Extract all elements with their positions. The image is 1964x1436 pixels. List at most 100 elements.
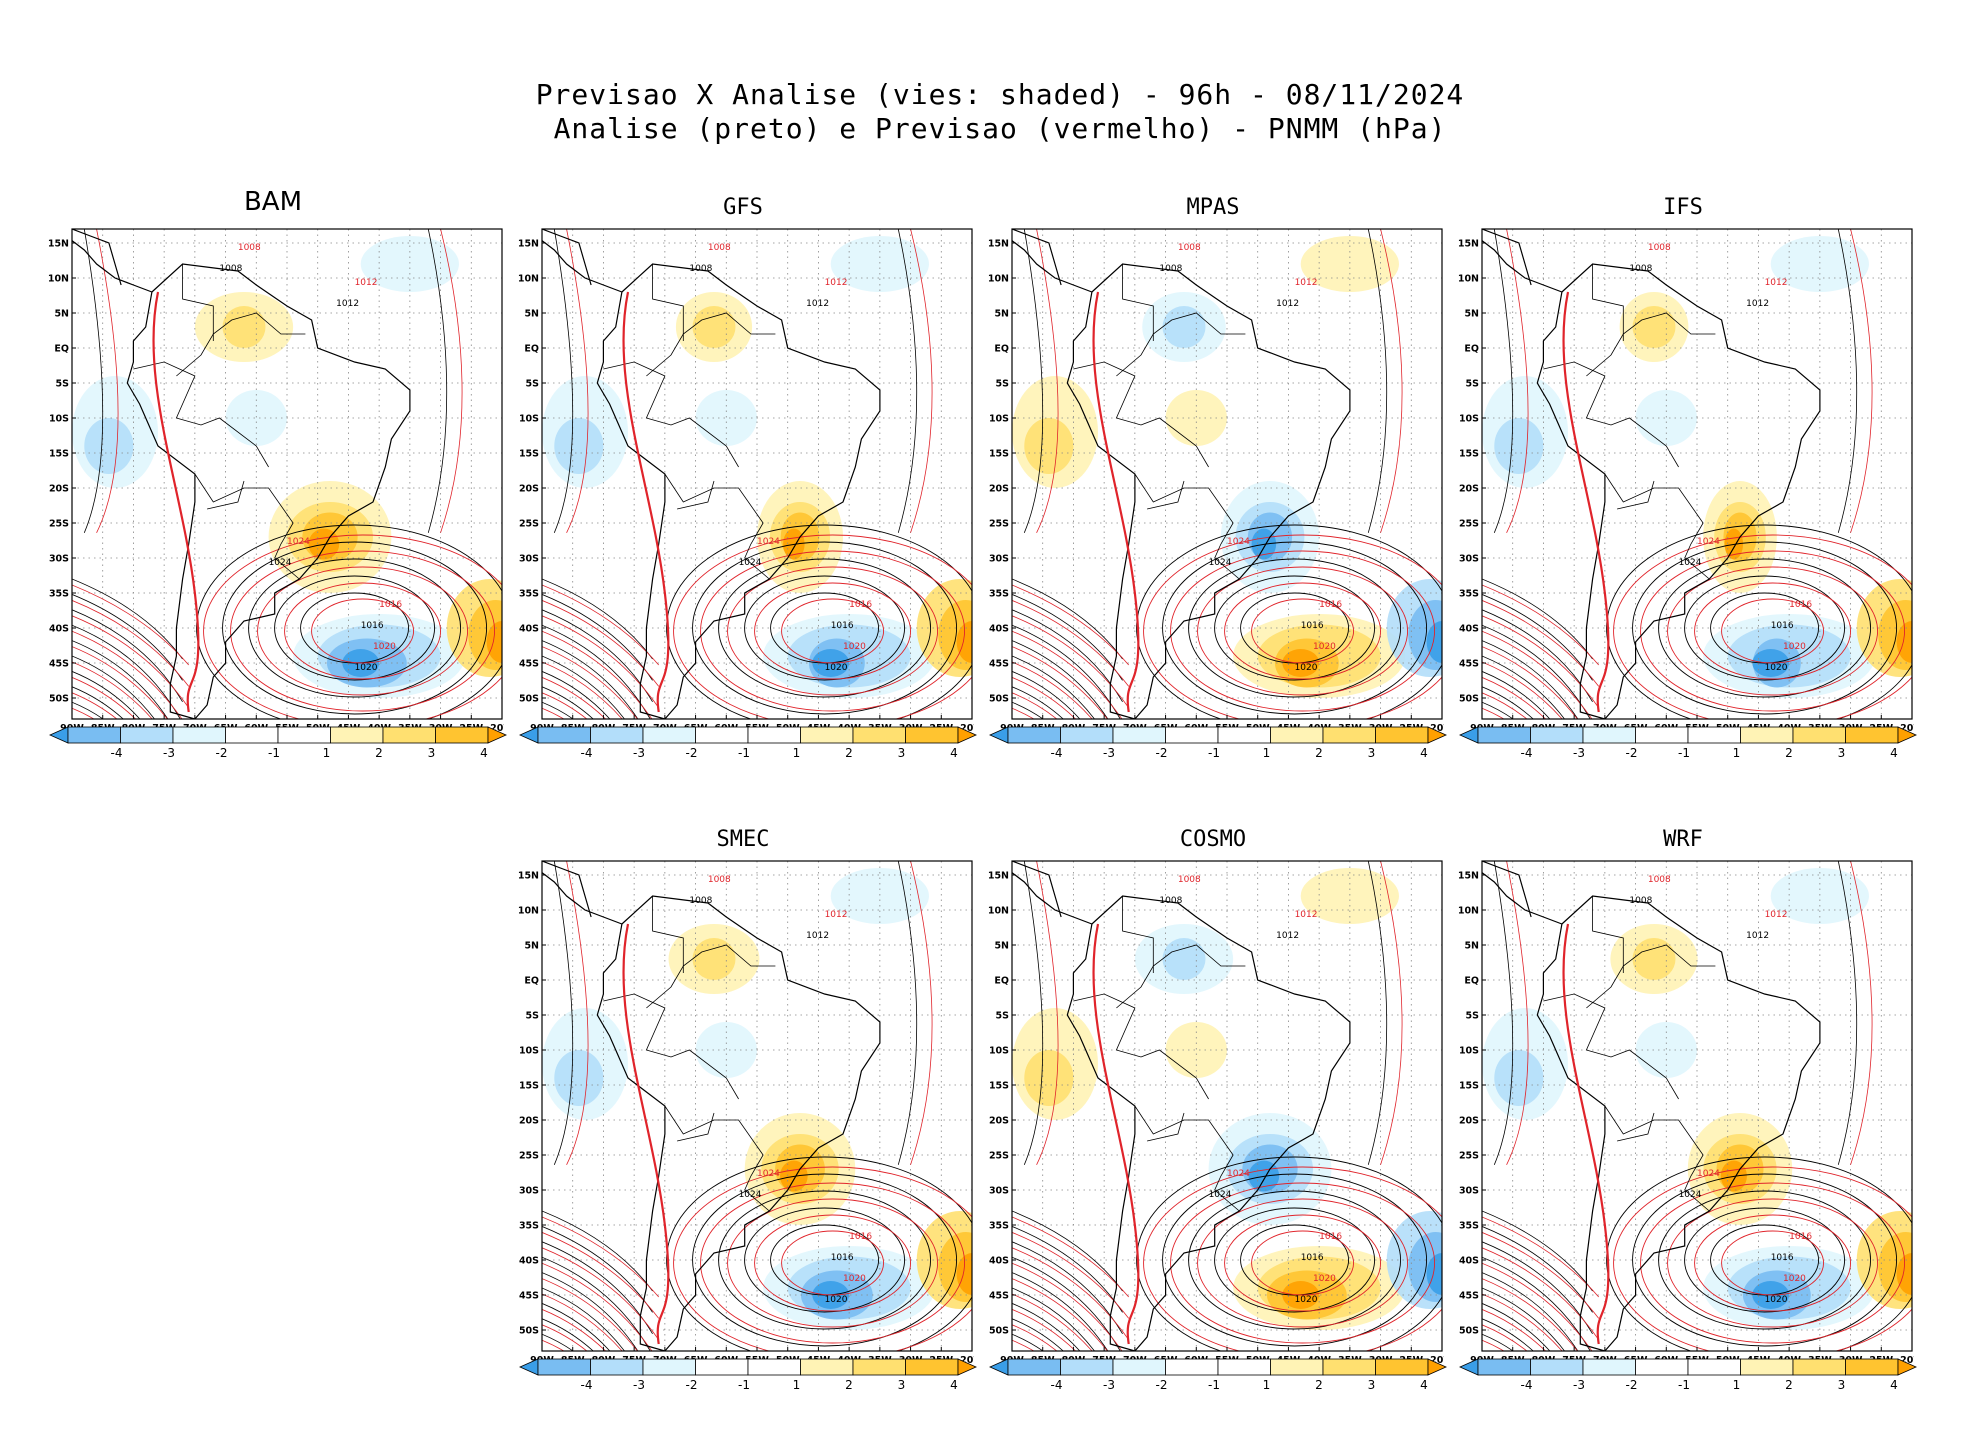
colorbar-tick-label: -3: [633, 1378, 645, 1391]
colorbar-swatch: [1740, 726, 1794, 744]
panel-title: COSMO: [1179, 827, 1247, 852]
colorbar-tick-label: 2: [1785, 1378, 1793, 1391]
isobar-label: 1024: [1697, 537, 1720, 547]
colorbar-tick-label: 1: [1733, 1378, 1741, 1391]
colorbar-swatch: [1060, 1358, 1114, 1376]
lon-label: 20W: [1900, 723, 1914, 734]
isobar-label: 1008: [238, 243, 261, 253]
lon-label: 20W: [1900, 1355, 1914, 1366]
isobar-label: 1008: [1629, 264, 1652, 274]
lat-label: 45S: [989, 659, 1009, 670]
map-container: 1008 1008 1012 1012 1016 1016 1020 1020 1024 1024…: [1448, 859, 1914, 1369]
colorbar-swatch: [905, 726, 959, 744]
lat-label: 45S: [1459, 1291, 1479, 1302]
lat-label: 15N: [518, 871, 539, 882]
lat-label: 10S: [1459, 1046, 1479, 1057]
colorbar-swatch: [1582, 726, 1636, 744]
colorbar-tick-label: 2: [845, 746, 853, 759]
panel-title: BAM: [243, 187, 303, 217]
lat-label: 10N: [518, 274, 539, 285]
lat-label: 15N: [518, 239, 539, 250]
map-container: 1008 1008 1012 1012 1016 1016 1020 1020 1024 1024…: [38, 227, 504, 737]
isobar-label: 1008: [1629, 896, 1652, 906]
isobar-label: 1008: [1648, 875, 1671, 885]
colorbar-tick-label: 4: [1420, 1378, 1428, 1391]
lat-label: 25S: [49, 519, 69, 530]
panel-cosmo: COSMO 1008 1008 1012 1012 1016 1016 1020 1020 102…: [978, 827, 1448, 1407]
figure-title: Previsao X Analise (vies: shaded) - 96h …: [535, 78, 1465, 111]
lat-label: 10S: [989, 414, 1009, 425]
isobar-label: 1020: [1765, 663, 1788, 673]
colorbar-swatch: [695, 726, 749, 744]
colorbar-tick-label: 3: [898, 746, 906, 759]
lat-label: 35S: [989, 1221, 1009, 1232]
panel-bam: BAM 1008 1008 1012 1012 1016 1016 1020 1020 1024 1…: [38, 187, 508, 775]
colorbar-arrow-low: [519, 726, 539, 744]
isobar-label: 1016: [849, 1232, 872, 1242]
isobar-label: 1012: [336, 299, 359, 309]
isobar-label: 1024: [1227, 537, 1250, 547]
isobar-label: 1020: [355, 663, 378, 673]
colorbar-swatch: [1375, 1358, 1429, 1376]
isobar-label: 1012: [355, 278, 378, 288]
colorbar-swatch: [1792, 1358, 1846, 1376]
isobar-label: 1020: [1783, 642, 1806, 652]
lat-label: 25S: [519, 519, 539, 530]
colorbar-tick-label: 2: [375, 746, 383, 759]
colorbar-swatch: [1740, 1358, 1794, 1376]
colorbar-tick-label: -3: [1103, 1378, 1115, 1391]
isobar-label: 1024: [757, 537, 780, 547]
map-wrf: 1008 1008 1012 1012 1016 1016 1020 1020 1024 1024…: [1458, 860, 1914, 1366]
colorbar-arrow-low: [989, 1358, 1009, 1376]
isobar-label: 1024: [1209, 558, 1232, 568]
colorbar-tick-label: 3: [1368, 746, 1376, 759]
lat-label: EQ: [524, 344, 539, 355]
colorbar-arrow-low: [1459, 726, 1479, 744]
isobar-label: 1024: [287, 537, 310, 547]
colorbar-tick-label: 1: [793, 1378, 801, 1391]
lat-label: 35S: [989, 589, 1009, 600]
colorbar-swatch: [120, 726, 174, 744]
colorbar-tick-label: -4: [111, 746, 123, 759]
colorbar-tick-label: 4: [950, 1378, 958, 1391]
colorbar-tick-label: -1: [1208, 1378, 1220, 1391]
isobar-label: 1012: [825, 910, 848, 920]
lat-label: 15S: [1459, 449, 1479, 460]
lat-label: 15N: [48, 239, 69, 250]
lat-label: 35S: [49, 589, 69, 600]
lat-label: 10N: [48, 274, 69, 285]
isobar-label: 1020: [843, 1274, 866, 1284]
colorbar-swatch: [800, 1358, 854, 1376]
isobar-label: 1008: [1178, 243, 1201, 253]
lat-label: 30S: [519, 554, 539, 565]
isobar-label: 1016: [361, 621, 384, 631]
colorbar-tick-label: 4: [950, 746, 958, 759]
lat-label: 15N: [988, 871, 1009, 882]
isobar-label: 1016: [1771, 1253, 1794, 1263]
isobar-label: 1012: [1276, 931, 1299, 941]
colorbar-arrow-low: [49, 726, 69, 744]
lat-label: 20S: [1459, 484, 1479, 495]
lon-label: 20W: [1430, 723, 1444, 734]
lat-label: 20S: [989, 1116, 1009, 1127]
colorbar-swatch: [695, 1358, 749, 1376]
lat-label: 5N: [1464, 309, 1479, 320]
colorbar-tick-label: -1: [1678, 746, 1690, 759]
colorbar-swatch: [537, 1358, 591, 1376]
lon-label: 20W: [960, 1355, 974, 1366]
colorbar-swatch: [1165, 1358, 1219, 1376]
colorbar-swatch: [852, 726, 906, 744]
colorbar: -4 -3 -2 -1 1 2 3 4: [519, 726, 977, 759]
lat-label: 45S: [1459, 659, 1479, 670]
isobar-label: 1008: [1178, 875, 1201, 885]
map-bam: 1008 1008 1012 1012 1016 1016 1020 1020 1024 1024…: [48, 228, 504, 734]
map-mpas: 1008 1008 1012 1012 1016 1016 1020 1020 1024 1024…: [988, 228, 1444, 734]
lat-label: 5S: [526, 1011, 540, 1022]
lat-label: EQ: [54, 344, 69, 355]
isobar-label: 1016: [1301, 1253, 1324, 1263]
lat-label: 50S: [989, 1326, 1009, 1337]
lat-label: 20S: [989, 484, 1009, 495]
colorbar-swatch: [800, 726, 854, 744]
lat-label: 40S: [1459, 1256, 1479, 1267]
lat-label: 10N: [988, 274, 1009, 285]
